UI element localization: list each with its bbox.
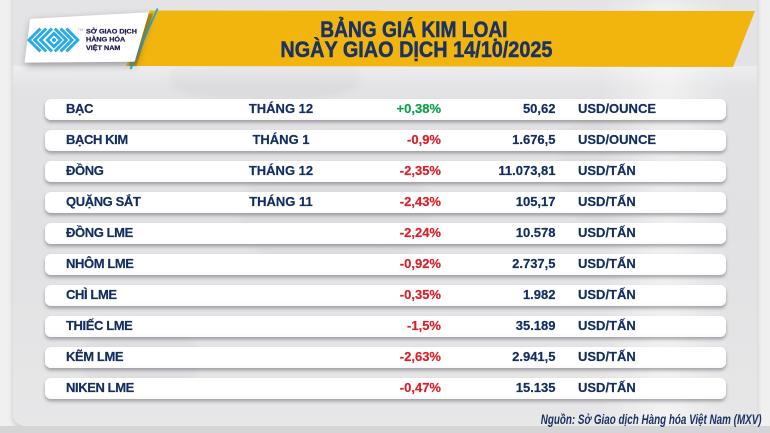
svg-text:TM: TM <box>78 27 84 32</box>
